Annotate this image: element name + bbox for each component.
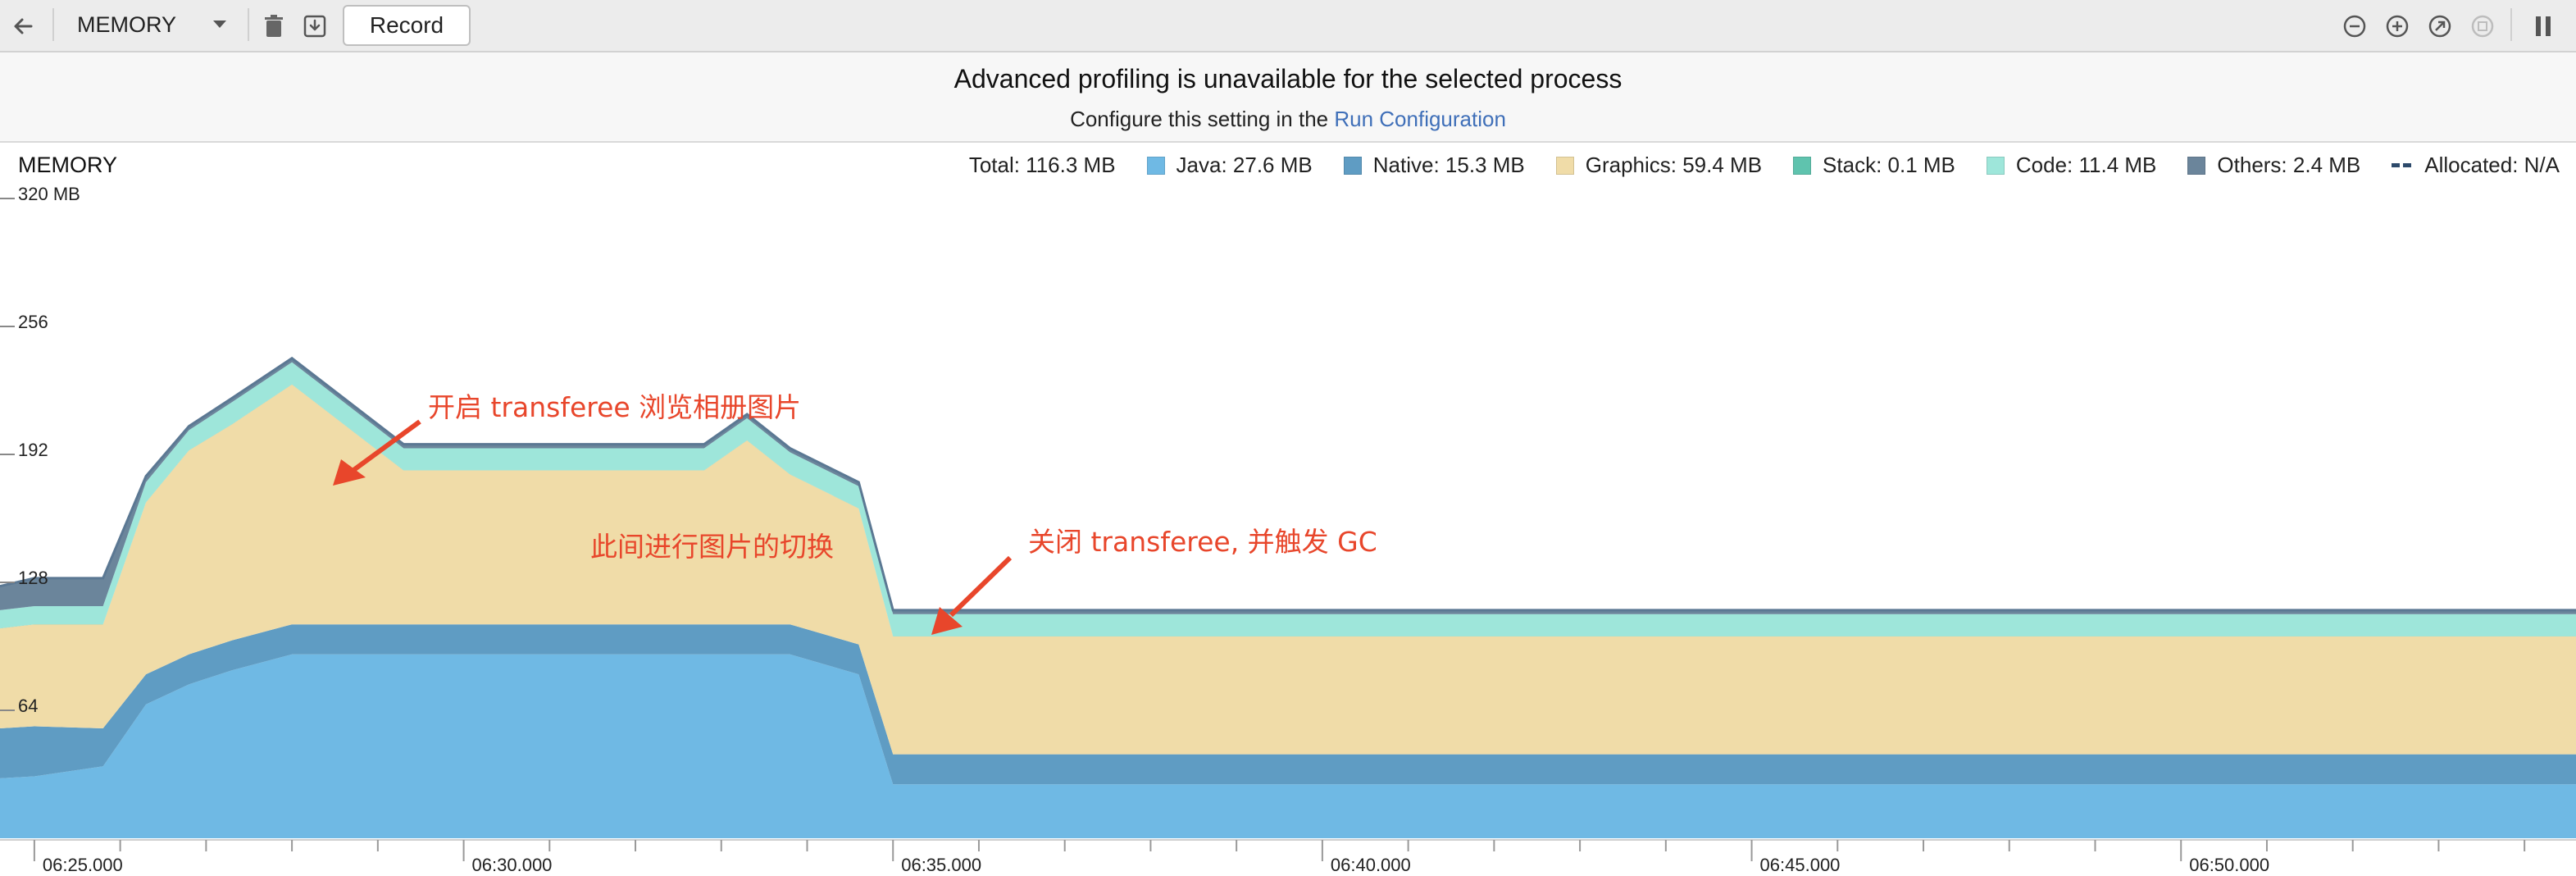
profiling-unavailable-banner: Advanced profiling is unavailable for th… [0, 52, 2576, 143]
legend-label-java: Java: 27.6 MB [1176, 153, 1313, 177]
area-others [0, 358, 2576, 614]
legend-label-native: Native: 15.3 MB [1372, 153, 1525, 177]
zoom-in-icon[interactable] [2381, 10, 2414, 43]
legend-label-others: Others: 2.4 MB [2217, 153, 2361, 177]
legend-item-stack: Stack: 0.1 MB [1793, 153, 1955, 178]
chart-title: MEMORY [18, 153, 118, 177]
legend-item-java: Java: 27.6 MB [1146, 153, 1313, 178]
legend-label-code: Code: 11.4 MB [2015, 153, 2157, 177]
legend-swatch-native [1343, 156, 1362, 175]
chart-areas [0, 356, 2576, 838]
save-heap-icon[interactable] [298, 10, 331, 43]
banner-subtitle-text: Configure this setting in the [1070, 107, 1335, 131]
x-tick-label: 06:25.000 [43, 855, 123, 875]
x-tick-label: 06:35.000 [901, 855, 981, 875]
annotation-arrowhead-open [333, 459, 366, 486]
legend-total: Total: 116.3 MB [969, 153, 1116, 178]
legend-item-native: Native: 15.3 MB [1343, 153, 1525, 178]
y-tick-label: 256 [18, 312, 48, 332]
area-code [0, 362, 2576, 636]
x-tick-label: 06:50.000 [2189, 855, 2269, 875]
pause-icon[interactable] [2527, 10, 2560, 43]
legend-item-allocated: Allocated: N/A [2392, 153, 2560, 178]
x-axis: 06:25.000 06:30.000 06:35.000 06:40.000 06:4… [0, 839, 2576, 875]
profiler-selector-label: MEMORY [77, 11, 177, 37]
legend-swatch-java [1146, 156, 1165, 175]
x-tick-label: 06:40.000 [1331, 855, 1411, 875]
annotations: 开启 transferee 浏览相册图片 此间进行图片的切换 关闭 transf… [333, 391, 1377, 635]
legend-label-stack: Stack: 0.1 MB [1823, 153, 1955, 177]
memory-legend: Total: 116.3 MB Java: 27.6 MB Native: 15… [969, 153, 2560, 178]
x-tick-label: 06:45.000 [1760, 855, 1841, 875]
legend-label-allocated: Allocated: N/A [2424, 153, 2560, 177]
toolbar-separator [52, 8, 54, 41]
legend-total-label: Total: 116.3 MB [968, 153, 1116, 177]
y-tick-label: 128 [18, 568, 48, 588]
y-axis: 320 MB 256 192 128 64 [0, 184, 80, 716]
area-graphics [0, 384, 2576, 755]
run-configuration-link[interactable]: Run Configuration [1334, 107, 1506, 131]
legend-swatch-graphics [1555, 156, 1574, 175]
trash-icon[interactable] [257, 10, 290, 43]
memory-area-chart: 320 MB 256 192 128 64 06:25.000 06:30.000 06:3… [0, 184, 2576, 875]
banner-subtitle: Configure this setting in the Run Config… [0, 107, 2576, 132]
record-button[interactable]: Record [343, 5, 471, 46]
legend-label-graphics: Graphics: 59.4 MB [1585, 153, 1763, 177]
annotation-arrow-open [351, 419, 421, 473]
back-arrow-icon[interactable] [7, 10, 39, 43]
annotation-close-transferee: 关闭 transferee, 并触发 GC [1028, 526, 1377, 558]
toolbar-separator [2510, 8, 2512, 41]
legend-swatch-others [2187, 156, 2206, 175]
annotation-open-transferee: 开启 transferee 浏览相册图片 [428, 391, 801, 423]
profiler-selector[interactable]: MEMORY [67, 7, 236, 43]
y-tick-label: 64 [18, 696, 38, 716]
dropdown-caret-icon [212, 19, 228, 30]
total-outline [0, 356, 2576, 612]
annotation-switching: 此间进行图片的切换 [590, 531, 834, 563]
legend-swatch-code [1986, 156, 2005, 175]
legend-item-others: Others: 2.4 MB [2187, 153, 2360, 178]
area-java [0, 654, 2576, 838]
zoom-out-icon[interactable] [2338, 10, 2371, 43]
annotation-arrow-close [949, 555, 1013, 618]
banner-title: Advanced profiling is unavailable for th… [953, 64, 1623, 94]
go-live-icon[interactable] [2466, 10, 2499, 43]
reset-zoom-icon[interactable] [2424, 10, 2456, 43]
y-tick-label: 320 MB [18, 184, 80, 204]
legend-item-code: Code: 11.4 MB [1986, 153, 2157, 178]
y-tick-label: 192 [18, 440, 48, 460]
x-tick-label: 06:30.000 [472, 855, 553, 875]
legend-swatch-allocated [2392, 163, 2414, 167]
annotation-arrowhead-close [931, 607, 963, 635]
toolbar-separator [248, 8, 249, 41]
area-native [0, 624, 2576, 785]
profiler-toolbar: MEMORY Record [0, 0, 2576, 52]
legend-item-graphics: Graphics: 59.4 MB [1555, 153, 1763, 178]
legend-swatch-stack [1793, 156, 1812, 175]
